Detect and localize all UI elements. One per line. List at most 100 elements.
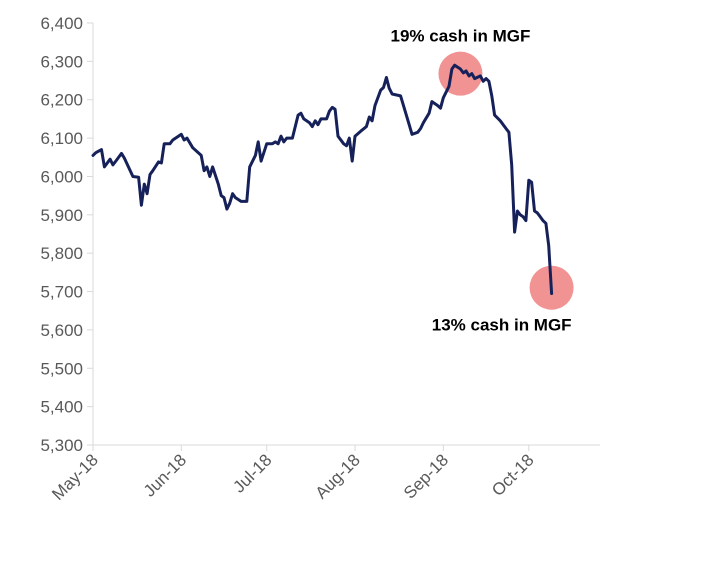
- data-point: [468, 74, 471, 77]
- y-tick-label: 5,500: [40, 359, 83, 378]
- data-point: [120, 152, 123, 155]
- data-point: [280, 135, 283, 138]
- data-point: [408, 123, 411, 126]
- data-point: [539, 215, 542, 218]
- data-point: [205, 165, 208, 168]
- data-point: [149, 173, 152, 176]
- data-point: [530, 181, 533, 184]
- data-point: [385, 76, 388, 79]
- data-point: [507, 131, 510, 134]
- data-point: [291, 137, 294, 140]
- data-point: [168, 142, 171, 145]
- highlight-circle: [438, 51, 483, 96]
- x-tick-label: Aug-18: [312, 450, 364, 502]
- data-point: [354, 135, 357, 138]
- data-point: [422, 121, 425, 124]
- x-tick-label: Oct-18: [488, 450, 538, 500]
- data-point: [131, 175, 134, 178]
- data-point: [342, 142, 345, 145]
- data-point: [274, 140, 277, 143]
- data-point: [180, 133, 183, 136]
- y-tick-label: 6,200: [40, 91, 83, 110]
- series-points: [92, 64, 554, 295]
- data-point: [100, 148, 103, 151]
- data-point: [519, 213, 522, 216]
- data-point: [109, 158, 112, 161]
- data-point: [299, 112, 302, 115]
- annotation-label: 19% cash in MGF: [391, 27, 531, 46]
- data-point: [436, 104, 439, 107]
- data-point: [345, 144, 348, 147]
- data-point: [94, 151, 97, 154]
- data-point: [325, 117, 328, 120]
- data-point: [524, 219, 527, 222]
- data-point: [143, 183, 146, 186]
- data-point: [368, 116, 371, 119]
- data-point: [510, 163, 513, 166]
- data-point: [527, 179, 530, 182]
- data-point: [211, 165, 214, 168]
- data-point: [114, 160, 117, 163]
- data-point: [302, 117, 305, 120]
- data-point: [379, 89, 382, 92]
- data-point: [231, 192, 234, 195]
- y-tick-label: 5,700: [40, 283, 83, 302]
- data-point: [453, 64, 456, 67]
- data-point: [499, 119, 502, 122]
- data-point: [428, 112, 431, 115]
- data-point: [351, 160, 354, 163]
- data-point: [257, 140, 260, 143]
- data-point: [550, 292, 553, 295]
- x-axis: May-18 Jun-18 Jul-18 Aug-18 Sep-18 Oct-18: [48, 444, 600, 504]
- data-point: [516, 210, 519, 213]
- data-point: [200, 154, 203, 157]
- data-point: [487, 80, 490, 83]
- data-point: [245, 200, 248, 203]
- data-point: [171, 139, 174, 142]
- data-point: [314, 119, 317, 122]
- y-tick-label: 5,300: [40, 436, 83, 455]
- data-point: [479, 74, 482, 77]
- data-point: [536, 211, 539, 214]
- data-point: [317, 123, 320, 126]
- data-point: [191, 146, 194, 149]
- data-point: [382, 86, 385, 89]
- data-point: [505, 127, 508, 130]
- data-point: [228, 202, 231, 205]
- data-point: [177, 135, 180, 138]
- data-point: [522, 215, 525, 218]
- data-point: [254, 154, 257, 157]
- data-point: [348, 137, 351, 140]
- data-point: [547, 244, 550, 247]
- data-point: [163, 142, 166, 145]
- data-point: [334, 108, 337, 111]
- data-point: [183, 139, 186, 142]
- data-point: [151, 169, 154, 172]
- data-point: [439, 107, 442, 110]
- x-tick-label: Sep-18: [400, 450, 452, 502]
- data-point: [328, 110, 331, 113]
- y-tick-label: 6,100: [40, 129, 83, 148]
- data-point: [137, 176, 140, 179]
- data-point: [448, 85, 451, 88]
- data-point: [513, 231, 516, 234]
- data-point: [223, 196, 226, 199]
- data-point: [220, 194, 223, 197]
- data-point: [416, 131, 419, 134]
- data-point: [208, 175, 211, 178]
- y-tick-label: 5,400: [40, 398, 83, 417]
- data-point: [225, 208, 228, 211]
- x-tick-label: Jul-18: [229, 450, 275, 496]
- data-point: [203, 169, 206, 172]
- data-point: [282, 140, 285, 143]
- data-point: [482, 80, 485, 83]
- data-point: [490, 94, 493, 97]
- y-tick-label: 6,400: [40, 14, 83, 33]
- data-point: [111, 163, 114, 166]
- data-point: [470, 72, 473, 75]
- data-point: [157, 160, 160, 163]
- y-tick-label: 5,800: [40, 244, 83, 263]
- data-point: [493, 114, 496, 117]
- data-point: [442, 96, 445, 99]
